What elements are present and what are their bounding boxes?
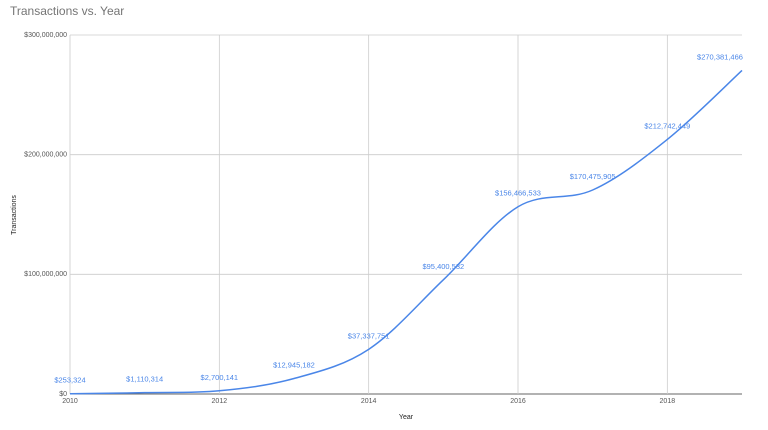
line [69, 69, 743, 395]
x-tick-label: 2014 [361, 398, 377, 405]
chart-title: Transactions vs. Year [10, 4, 124, 18]
data-label: $37,337,751 [348, 331, 390, 340]
y-tick-label: $0 [59, 391, 67, 398]
x-tick-label: 2012 [212, 398, 228, 405]
x-tick-label: 2018 [660, 398, 676, 405]
data-label: $156,466,533 [495, 189, 541, 198]
data-label: $170,475,905 [570, 172, 616, 181]
data-label: $95,400,532 [422, 262, 464, 271]
data-label: $2,700,141 [201, 373, 239, 382]
data-label: $253,324 [54, 376, 85, 385]
data-label: $1,110,314 [126, 375, 163, 384]
x-tick-label: 2016 [510, 398, 526, 405]
y-tick-label: $100,000,000 [24, 271, 67, 278]
data-label: $12,945,182 [273, 360, 315, 369]
y-axis-title: Transactions [11, 195, 18, 235]
x-axis-title: Year [399, 414, 414, 421]
data-label: $270,381,466 [697, 52, 743, 61]
y-tick-label: $200,000,000 [24, 152, 67, 159]
x-tick-label: 2010 [62, 398, 78, 405]
data-label: $212,742,449 [644, 121, 690, 130]
y-tick-label: $300,000,000 [24, 32, 67, 39]
